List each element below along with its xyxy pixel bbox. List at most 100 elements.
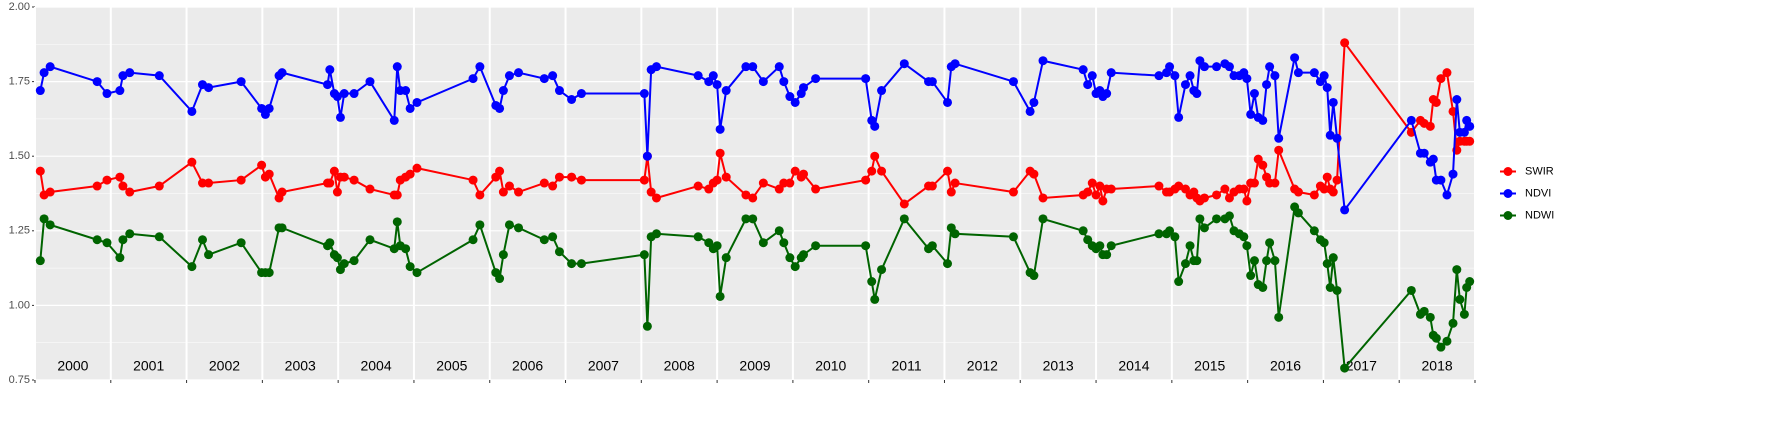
data-point xyxy=(1274,145,1284,155)
data-point xyxy=(779,238,789,248)
year-label: 2004 xyxy=(360,358,391,374)
data-point xyxy=(943,166,953,176)
data-point xyxy=(1078,65,1088,75)
data-point xyxy=(1262,80,1272,90)
data-point xyxy=(554,247,564,257)
data-point xyxy=(325,178,335,188)
data-point xyxy=(693,71,703,81)
data-point xyxy=(154,71,164,81)
data-point xyxy=(1249,89,1259,99)
data-point xyxy=(651,229,661,239)
data-point xyxy=(1431,97,1441,107)
data-point xyxy=(1448,318,1458,328)
data-point xyxy=(365,235,375,245)
data-point xyxy=(339,89,349,99)
legend-marker xyxy=(1503,211,1513,220)
data-point xyxy=(1309,190,1319,200)
legend-label: SWIR xyxy=(1525,165,1554,177)
data-point xyxy=(1242,196,1252,206)
data-point xyxy=(514,223,524,233)
data-point xyxy=(277,223,287,233)
data-point xyxy=(412,268,422,278)
data-point xyxy=(35,256,45,266)
data-point xyxy=(325,65,335,75)
data-point xyxy=(392,190,402,200)
data-point xyxy=(741,190,751,200)
data-point xyxy=(567,172,577,182)
y-tick-label: 1.25 xyxy=(9,225,30,237)
year-label: 2016 xyxy=(1270,358,1301,374)
data-point xyxy=(1319,71,1329,81)
data-point xyxy=(1309,68,1319,78)
data-point xyxy=(154,232,164,242)
data-point xyxy=(1328,97,1338,107)
data-point xyxy=(118,71,128,81)
data-point xyxy=(741,214,751,224)
data-point xyxy=(721,253,731,263)
data-point xyxy=(1270,256,1280,266)
data-point xyxy=(758,178,768,188)
data-point xyxy=(1274,133,1284,143)
data-point xyxy=(1419,306,1429,316)
data-point xyxy=(1224,62,1234,72)
data-point xyxy=(899,214,909,224)
data-point xyxy=(1102,250,1112,260)
data-point xyxy=(257,160,267,170)
data-point xyxy=(811,74,821,84)
data-point xyxy=(335,112,345,122)
data-point xyxy=(1199,193,1209,203)
data-point xyxy=(1192,89,1202,99)
data-point xyxy=(721,172,731,182)
data-point xyxy=(92,77,102,87)
data-point xyxy=(539,235,549,245)
data-point xyxy=(102,175,112,185)
data-point xyxy=(1406,285,1416,295)
data-point xyxy=(1309,226,1319,236)
year-label: 2010 xyxy=(815,358,846,374)
data-point xyxy=(693,232,703,242)
year-label: 2011 xyxy=(892,358,922,374)
data-point xyxy=(774,226,784,236)
data-point xyxy=(475,190,485,200)
data-point xyxy=(498,86,508,96)
data-point xyxy=(1465,121,1475,131)
data-point xyxy=(1029,97,1039,107)
data-point xyxy=(514,68,524,78)
data-point xyxy=(639,250,649,260)
series-line xyxy=(39,57,1471,213)
data-point xyxy=(790,97,800,107)
data-point xyxy=(1442,68,1452,78)
data-point xyxy=(1242,241,1252,251)
data-point xyxy=(187,157,197,167)
data-point xyxy=(1239,184,1249,194)
data-point xyxy=(1154,229,1164,239)
data-point xyxy=(1091,190,1101,200)
data-point xyxy=(861,241,871,251)
data-point xyxy=(118,181,128,191)
legend-label: NDWI xyxy=(1525,209,1554,221)
data-point xyxy=(365,184,375,194)
data-point xyxy=(1419,148,1429,158)
data-point xyxy=(1249,256,1259,266)
data-point xyxy=(1170,232,1180,242)
data-point xyxy=(1270,178,1280,188)
data-point xyxy=(785,92,795,102)
data-point xyxy=(197,235,207,245)
data-point xyxy=(1212,62,1222,72)
data-point xyxy=(349,89,359,99)
data-point xyxy=(774,62,784,72)
data-point xyxy=(412,97,422,107)
data-point xyxy=(785,178,795,188)
data-point xyxy=(1174,112,1184,122)
data-point xyxy=(1199,223,1209,233)
data-point xyxy=(187,106,197,116)
data-point xyxy=(1008,187,1018,197)
data-point xyxy=(790,166,800,176)
data-point xyxy=(339,259,349,269)
data-point xyxy=(1293,187,1303,197)
data-point xyxy=(1325,282,1335,292)
data-point xyxy=(1258,160,1268,170)
data-point xyxy=(1174,181,1184,191)
data-point xyxy=(329,166,339,176)
data-point xyxy=(1095,241,1105,251)
